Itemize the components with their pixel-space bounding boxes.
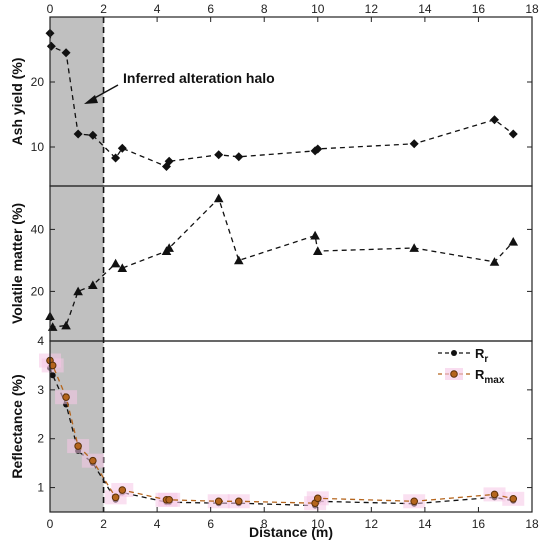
triangle-marker [213, 193, 224, 203]
diamond-marker [214, 150, 224, 160]
legend-label-rr-sub: r [484, 354, 488, 365]
rmax-point [313, 494, 322, 503]
series-line [49, 367, 514, 507]
x-tick-label-top: 8 [261, 2, 268, 16]
diamond-marker [508, 129, 518, 139]
x-tick-label-top: 6 [207, 2, 214, 16]
x-tick-label-top: 16 [472, 2, 486, 16]
x-tick-label-bottom: 8 [261, 517, 268, 531]
rmax-point [89, 456, 97, 465]
diamond-marker [46, 41, 56, 51]
plot-frame [49, 16, 533, 187]
x-tick-label-top: 14 [418, 2, 432, 16]
x-tick-label-bottom: 12 [365, 517, 379, 531]
diamond-marker [88, 130, 98, 140]
y-tick-label: 3 [37, 383, 44, 397]
triangle-marker [88, 280, 98, 290]
legend-label-rr: Rr [475, 346, 488, 365]
y-tick-label: 20 [31, 75, 45, 89]
triangle-marker [489, 257, 500, 266]
rmax-point [410, 497, 418, 506]
series-line [49, 197, 514, 328]
diamond-marker [164, 156, 174, 166]
triangle-marker [73, 286, 83, 296]
legend-label-rmax-main: R [475, 367, 485, 382]
x-tick-label-top: 2 [100, 2, 107, 16]
triangle-marker [233, 255, 244, 265]
x-tick-label-bottom: 14 [418, 517, 432, 531]
y-tick-label: 20 [31, 284, 45, 298]
series-line [49, 360, 514, 504]
x-tick-label-top: 4 [154, 2, 161, 16]
triangle-marker [312, 246, 323, 255]
rmax-point [509, 495, 518, 503]
legend-label-rmax: Rmax [475, 367, 505, 386]
y-tick-label: 1 [37, 481, 44, 495]
rmax-point [234, 497, 243, 506]
diamond-marker [111, 153, 121, 163]
triangle-marker [508, 237, 519, 246]
triangle-marker [310, 230, 320, 240]
legend-marker-rr [451, 350, 457, 356]
diamond-marker [73, 129, 83, 139]
triangle-marker [409, 243, 419, 252]
x-tick-label-top: 10 [311, 2, 325, 16]
rmax-point [62, 393, 70, 401]
x-tick-label-bottom: 4 [154, 517, 161, 531]
diamond-marker [490, 115, 500, 125]
series-1 [45, 193, 519, 331]
y-tick-label: 40 [31, 222, 45, 236]
series-line [49, 33, 514, 168]
triangle-marker [110, 258, 121, 268]
diamond-marker [61, 48, 71, 58]
x-tick-label-top: 0 [47, 2, 54, 16]
panel-3: 1 2 3 Reflectance (%) [9, 340, 533, 513]
plot-frame [49, 340, 533, 513]
x-axis-title: Distance (m) [249, 524, 333, 540]
triangle-marker [117, 263, 128, 272]
annotation-text: Inferred alteration halo [123, 70, 275, 86]
x-tick-label-bottom: 0 [47, 517, 54, 531]
rmax-point [111, 493, 120, 502]
y-axis-title: Ash yield (%) [9, 58, 25, 146]
triangle-marker [164, 243, 174, 252]
alteration-halo-shading [50, 17, 104, 512]
legend-marker-rmax [450, 370, 458, 378]
series-1 [45, 28, 518, 171]
rmax-point [165, 495, 173, 504]
x-tick-label-bottom: 2 [100, 517, 107, 531]
x-tick-label-bottom: 16 [472, 517, 486, 531]
y-axis-title: Volatile matter (%) [9, 203, 25, 324]
rmax-point [214, 497, 223, 506]
rr-point [49, 372, 56, 379]
x-tick-label-bottom: 18 [525, 517, 539, 531]
y-axis-title: Reflectance (%) [9, 374, 25, 478]
rmax-point [48, 361, 57, 370]
x-tick-label-top: 18 [525, 2, 539, 16]
rmax-point [74, 442, 82, 450]
legend-label-rmax-sub: max [484, 375, 504, 386]
x-tick-label-bottom: 10 [311, 517, 325, 531]
diamond-marker [234, 152, 244, 162]
legend-label-rr-main: R [475, 346, 485, 361]
y-tick-label: 10 [31, 140, 45, 154]
annotation-arrowhead [84, 95, 98, 104]
y-tick-label: 2 [37, 432, 44, 446]
rmax-point [490, 490, 499, 499]
diamond-marker [409, 139, 419, 149]
diamond-marker [117, 143, 127, 153]
diamond-marker [313, 144, 323, 154]
y-tick-label: 4 [37, 334, 44, 348]
x-tick-label-bottom: 6 [207, 517, 214, 531]
triangle-marker [61, 320, 71, 330]
rmax-point [118, 486, 127, 494]
x-tick-label-top: 12 [365, 2, 379, 16]
